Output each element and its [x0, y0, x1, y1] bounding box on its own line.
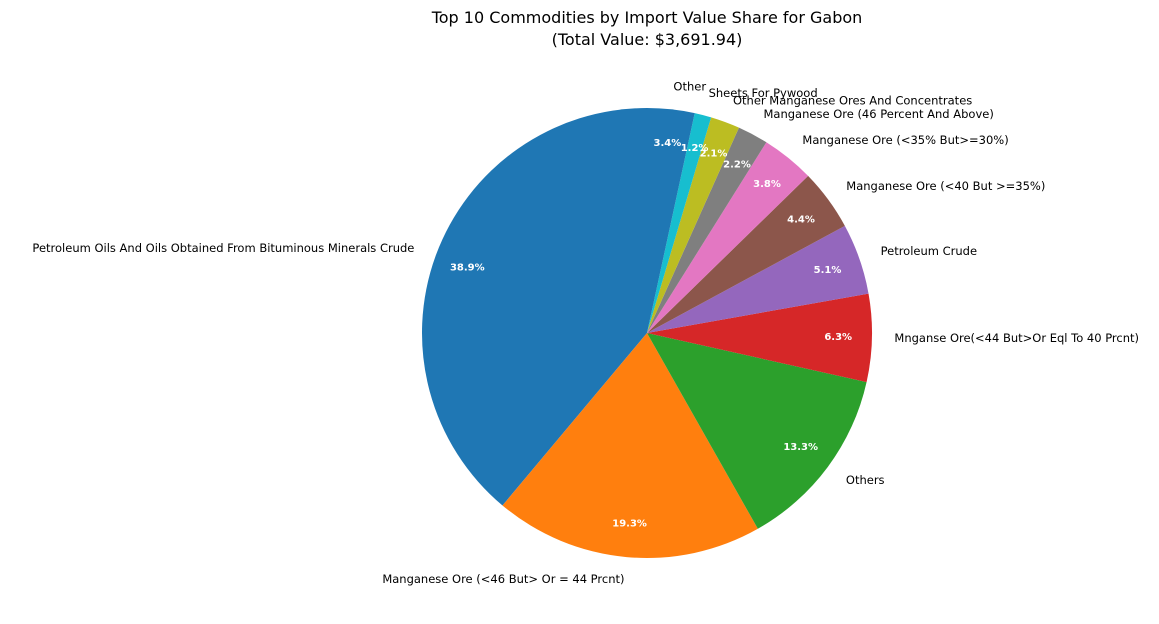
pie-slice [647, 333, 867, 529]
pie-slice [647, 113, 712, 333]
pie-slice [647, 225, 869, 333]
slice-percent-label: 2.1% [700, 149, 728, 160]
slice-percent-label: 5.1% [814, 265, 842, 276]
slice-label: Manganese Ore (<40 But >=35%) [846, 179, 1045, 193]
slice-percent-label: 19.3% [612, 519, 647, 530]
slice-label: Petroleum Crude [881, 244, 977, 258]
slice-label: Petroleum Oils And Oils Obtained From Bi… [32, 241, 414, 255]
slice-label: Manganese Ore (<46 But> Or = 44 Prcnt) [382, 572, 624, 586]
slice-label: Manganese Ore (46 Percent And Above) [764, 107, 994, 121]
pie-slices [421, 108, 873, 558]
slice-label: Sheets For Pywood [709, 86, 818, 100]
slice-percent-label: 1.2% [681, 143, 709, 154]
pie-slice [647, 108, 695, 333]
slice-label: Other Manganese Ores And Concentrates [733, 93, 972, 107]
slice-percent-label: 3.8% [753, 179, 781, 190]
slice-percent-label: 2.2% [723, 159, 751, 170]
slice-label: Mnganse Ore(<44 But>Or Eql To 40 Prcnt) [894, 331, 1139, 345]
slice-percent-label: 6.3% [824, 332, 852, 343]
slice-percent-label: 38.9% [450, 263, 485, 274]
pie-slice [421, 108, 647, 506]
slice-percent-label: 3.4% [654, 138, 682, 149]
pie-slice [502, 333, 758, 558]
pie-slice [647, 142, 809, 333]
slice-label: Others [846, 473, 885, 487]
pie-slice [647, 117, 739, 333]
slice-label: Other [673, 79, 706, 93]
pie-slice [647, 293, 873, 383]
slice-percent-labels: 38.9% 19.3% 13.3% 6.3% 5.1% 4.4% 3.8%2.2%2.1%1… [450, 138, 852, 530]
chart-title: Top 10 Commodities by Import Value Share… [431, 8, 863, 27]
pie-slice [647, 175, 845, 333]
slice-percent-label: 4.4% [787, 215, 815, 226]
slice-labels: Petroleum Oils And Oils Obtained From Bi… [32, 79, 1139, 586]
slice-label: Manganese Ore (<35% But>=30%) [802, 133, 1008, 147]
slice-percent-label: 13.3% [783, 442, 818, 453]
chart-subtitle: (Total Value: $3,691.94) [552, 30, 743, 49]
pie-slice [647, 127, 767, 333]
